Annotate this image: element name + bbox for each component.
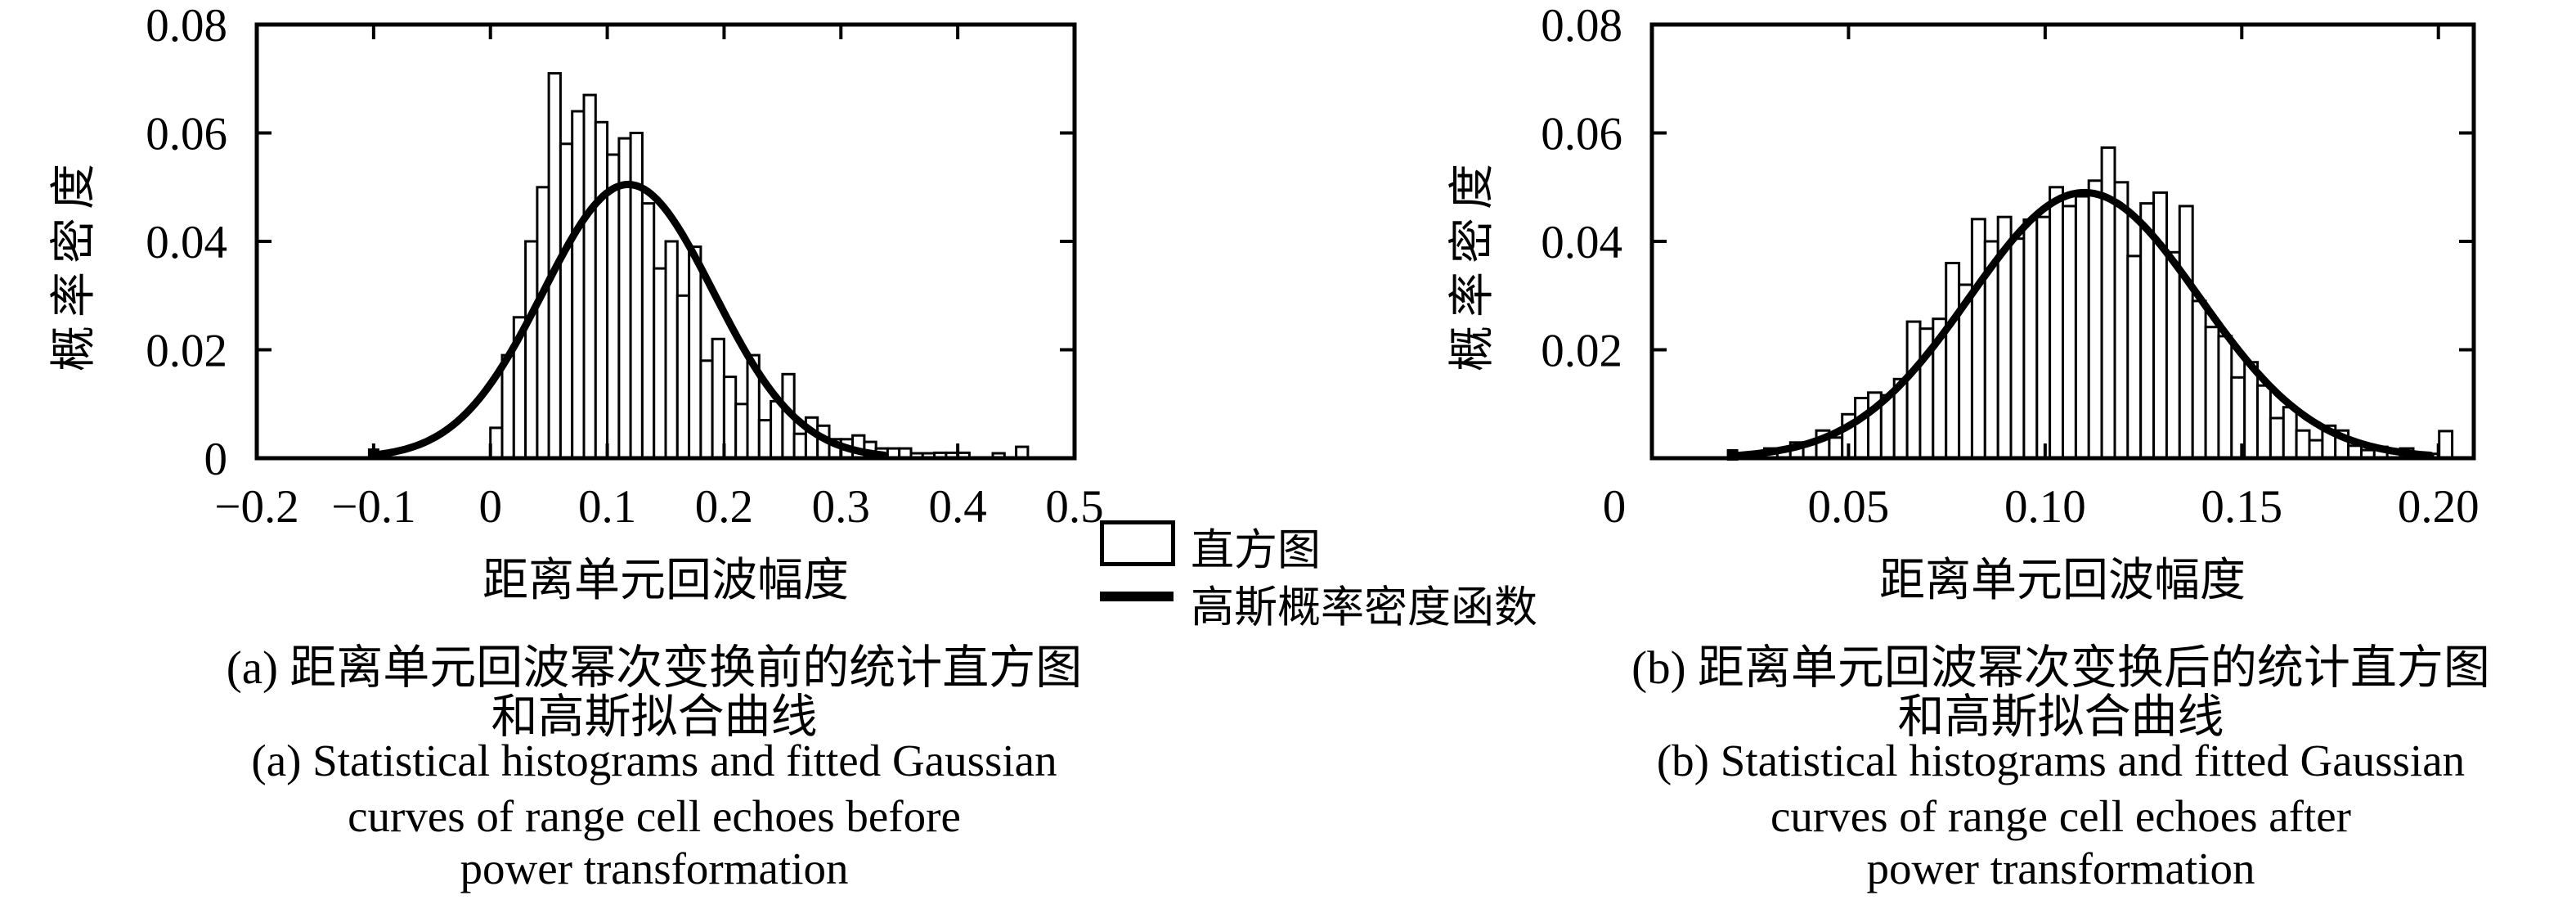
chart-b-y-axis-title: 概率密度 — [1447, 155, 1498, 371]
caption-b-en-line1: (b) Statistical histograms and fitted Ga… — [1656, 736, 2466, 785]
caption-a-en-line1: (a) Statistical histograms and fitted Ga… — [251, 736, 1057, 785]
hist-bar — [1854, 397, 1870, 460]
legend-gaussian-line-swatch — [1100, 592, 1174, 601]
chart-b-plot-area: 0 0.05 0.10 0.15 0.20 0.02 0.04 0.06 0.08 — [1541, 0, 2479, 533]
hist-bar — [2152, 191, 2169, 460]
x-tick-label: 0.05 — [1808, 481, 1890, 533]
x-tick-label: 0.10 — [2004, 481, 2086, 533]
x-tick-label: 0.15 — [2201, 481, 2282, 533]
x-tick-label: 0.20 — [2398, 481, 2480, 533]
y-tick-label: 0.08 — [146, 0, 227, 52]
hist-bar — [2308, 439, 2324, 460]
hist-bar — [792, 432, 807, 460]
legend-histogram-swatch — [1100, 520, 1175, 566]
y-tick-label: 0.04 — [1541, 217, 1622, 268]
hist-bar — [699, 359, 714, 460]
chart-a-plot-area: −0.2 −0.1 0 0.1 0.2 0.3 0.4 0.5 0 0.02 0.04 0.06 0.0… — [146, 0, 1103, 533]
chart-b-x-axis-title: 距离单元回波幅度 — [1879, 556, 2246, 606]
hist-bar — [2217, 335, 2233, 460]
hist-bar — [675, 294, 691, 460]
hist-bar — [489, 426, 504, 460]
hist-bar — [640, 202, 656, 460]
hist-bar — [2282, 406, 2298, 460]
hist-bar — [1945, 262, 1961, 460]
y-tick-label: 0.06 — [146, 109, 227, 160]
hist-bar — [536, 186, 550, 460]
hist-bar — [2165, 250, 2181, 460]
hist-bar — [653, 267, 667, 460]
hist-bar — [711, 337, 725, 460]
hist-bar — [500, 353, 515, 460]
x-tick-label: 0.5 — [1045, 481, 1103, 533]
hist-bar — [2074, 195, 2090, 460]
hist-bar — [582, 93, 597, 460]
chart-a-y-axis-title: 概率密度 — [48, 155, 100, 371]
x-tick-label: 0.2 — [695, 481, 753, 533]
x-tick-label: 0.4 — [928, 481, 986, 533]
hist-bar — [594, 120, 609, 460]
y-tick-label: 0.08 — [1541, 0, 1622, 52]
hist-bar — [734, 403, 749, 460]
x-tick-label: 0.3 — [812, 481, 870, 533]
hist-bar — [722, 376, 738, 460]
hist-bar — [524, 240, 539, 460]
y-tick-label: 0.02 — [146, 326, 227, 377]
x-tick-label: 0 — [478, 481, 502, 533]
chart-a-x-axis-title: 距离单元回波幅度 — [482, 556, 849, 606]
y-tick-label: 0 — [204, 434, 228, 485]
caption-b-en-line2: curves of range cell echoes after — [1770, 791, 2351, 841]
hist-bar — [559, 142, 574, 460]
caption-b-en-line3: power transformation — [1866, 844, 2255, 893]
hist-bar — [2126, 254, 2143, 460]
legend-histogram-label: 直方图 — [1191, 527, 1321, 574]
gaussian-curve — [1729, 188, 2435, 460]
gaussian-curve — [370, 180, 888, 459]
hist-bar — [1970, 218, 1986, 460]
x-tick-label: −0.2 — [214, 481, 298, 533]
histogram-bars — [1737, 146, 2454, 460]
histogram-bars — [489, 72, 1030, 460]
hist-bar — [2204, 326, 2220, 460]
caption-a-zh-line1: (a) 距离单元回波幂次变换前的统计直方图 — [226, 642, 1083, 694]
caption-a-zh-line2: 和高斯拟合曲线 — [491, 691, 818, 743]
hist-bar — [2438, 430, 2454, 460]
hist-bar — [2191, 299, 2207, 460]
x-tick-label: 0.1 — [578, 481, 636, 533]
hist-bar — [2256, 384, 2272, 460]
hist-bar — [664, 240, 679, 460]
hist-bar — [2049, 186, 2065, 460]
hist-bar — [770, 399, 784, 460]
y-tick-label: 0.06 — [1541, 109, 1622, 160]
hist-bar — [757, 419, 773, 460]
hist-bar — [1905, 320, 1922, 460]
hist-bar — [2139, 202, 2156, 460]
hist-bar — [2022, 218, 2039, 460]
hist-bar — [2113, 181, 2129, 460]
hist-bar — [2269, 416, 2285, 460]
hist-bar — [2243, 361, 2260, 460]
hist-bar — [2009, 237, 2026, 460]
hist-bar — [2035, 215, 2052, 460]
hist-bar — [606, 153, 621, 460]
hist-bar — [2087, 179, 2103, 460]
x-tick-label: 0 — [1603, 481, 1627, 533]
hist-bar — [2062, 205, 2077, 460]
caption-a-en-line3: power transformation — [460, 844, 849, 893]
hist-bar — [2178, 205, 2194, 460]
hist-bar — [2295, 429, 2311, 460]
hist-bar — [688, 245, 702, 460]
caption-b-zh-line2: 和高斯拟合曲线 — [1897, 691, 2224, 743]
caption-a-en-line2: curves of range cell echoes before — [348, 791, 961, 841]
y-tick-label: 0.02 — [1541, 326, 1622, 377]
x-tick-label: −0.1 — [331, 481, 415, 533]
y-tick-label: 0.04 — [146, 217, 227, 268]
hist-bar — [1828, 436, 1844, 460]
caption-b-zh-line1: (b) 距离单元回波幂次变换后的统计直方图 — [1631, 642, 2490, 694]
hist-bar — [571, 110, 586, 460]
legend-gaussian-label: 高斯概率密度函数 — [1191, 584, 1537, 632]
